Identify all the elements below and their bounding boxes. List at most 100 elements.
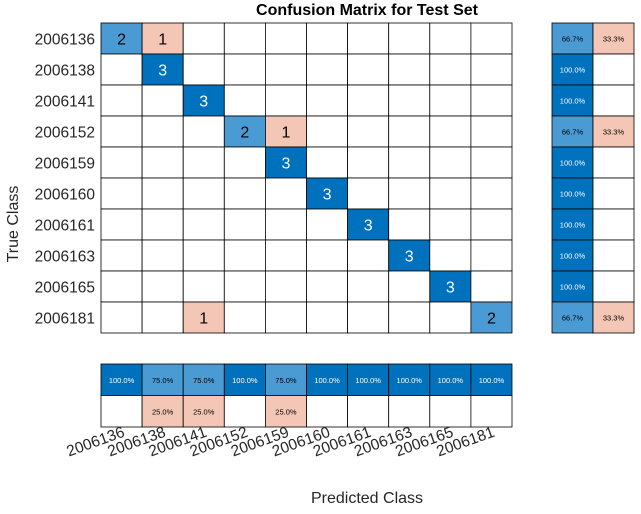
matrix-cell <box>429 53 472 86</box>
column-summary-correct-cell <box>470 363 513 396</box>
column-summary: 100.0% 75.0% 25.0% 75.0% 25.0% 100.0% 75.0% 25.… <box>100 363 513 428</box>
column-summary-incorrect-cell <box>100 395 143 428</box>
matrix-cell <box>470 146 513 179</box>
matrix-cell <box>429 22 472 55</box>
matrix-cell <box>429 84 472 117</box>
matrix-cell <box>141 115 184 148</box>
matrix-cell <box>182 146 225 179</box>
matrix-cell <box>223 239 266 272</box>
matrix-cell <box>470 177 513 210</box>
matrix-cell-value: 3 <box>364 218 373 235</box>
matrix-cell <box>264 239 307 272</box>
matrix-cell <box>470 270 513 303</box>
matrix-cell <box>470 301 513 334</box>
y-axis-label: True Class <box>5 186 22 263</box>
y-tick-label: 2006160 <box>35 187 96 204</box>
row-summary-correct-label: 100.0% <box>560 97 586 106</box>
row-summary-correct-cell <box>551 301 594 334</box>
matrix-cell <box>470 239 513 272</box>
row-summary-incorrect-cell <box>592 177 635 210</box>
matrix-cell <box>388 53 431 86</box>
row-summary-correct-label: 100.0% <box>560 66 586 75</box>
column-summary-correct-label: 75.0% <box>152 376 174 385</box>
matrix-cell-value: 3 <box>199 94 208 111</box>
matrix-cell <box>388 22 431 55</box>
y-tick-label: 2006161 <box>35 218 95 235</box>
matrix-cell <box>264 270 307 303</box>
row-summary-incorrect-cell <box>592 301 635 334</box>
x-tick-labels: 2006136200613820061412006152200615920061… <box>64 424 496 461</box>
row-summary-incorrect-cell <box>592 146 635 179</box>
matrix-cell-value: 3 <box>281 156 290 173</box>
matrix-cell <box>306 146 348 179</box>
row-summary-correct-label: 100.0% <box>560 221 586 230</box>
matrix-cell <box>347 177 390 210</box>
matrix-cell <box>182 208 225 241</box>
row-summary-correct-cell <box>551 208 594 241</box>
matrix-cell <box>470 53 513 86</box>
matrix-cell <box>264 22 307 55</box>
matrix-cell <box>347 115 390 148</box>
matrix-cell <box>388 208 431 241</box>
matrix-cell <box>223 53 266 86</box>
matrix-cell <box>470 115 513 148</box>
column-summary-correct-label: 75.0% <box>275 376 297 385</box>
matrix-cell <box>182 301 225 334</box>
matrix-cell <box>223 208 266 241</box>
column-summary-incorrect-cell <box>388 395 431 428</box>
column-summary-incorrect-cell <box>182 395 225 428</box>
column-summary-correct-label: 100.0% <box>397 376 423 385</box>
row-summary-incorrect-label: 33.3% <box>603 35 625 44</box>
row-summary-incorrect-cell <box>592 270 635 303</box>
row-summary-correct-label: 66.7% <box>562 35 584 44</box>
matrix-cell-value: 1 <box>281 125 290 142</box>
matrix-cell <box>306 239 348 272</box>
row-summary-incorrect-label: 33.3% <box>603 314 625 323</box>
matrix-cell <box>223 177 266 210</box>
matrix-cell <box>100 84 143 117</box>
matrix-cell-value: 3 <box>405 249 414 266</box>
column-summary-incorrect-label: 25.0% <box>193 407 215 416</box>
column-summary-incorrect-cell <box>264 395 307 428</box>
matrix-cell <box>347 22 390 55</box>
matrix-cell-value: 3 <box>158 63 167 80</box>
column-summary-incorrect-label: 25.0% <box>152 407 174 416</box>
column-summary-incorrect-cell <box>429 395 472 428</box>
row-summary-correct-label: 100.0% <box>560 159 586 168</box>
column-summary-incorrect-cell <box>306 395 348 428</box>
matrix-cell <box>141 239 184 272</box>
column-summary-correct-label: 100.0% <box>232 376 258 385</box>
column-summary-correct-cell <box>347 363 390 396</box>
matrix-cell <box>347 239 390 272</box>
y-tick-label: 2006138 <box>35 63 95 80</box>
row-summary-correct-label: 100.0% <box>560 283 586 292</box>
matrix-cell <box>182 22 225 55</box>
matrix-cell <box>141 22 184 55</box>
column-summary-incorrect-cell <box>141 395 184 428</box>
column-summary-correct-label: 100.0% <box>109 376 135 385</box>
y-tick-label: 2006163 <box>35 249 95 266</box>
y-tick-label: 2006159 <box>35 156 95 173</box>
row-summary-correct-cell <box>551 146 594 179</box>
matrix-cell-value: 1 <box>199 311 208 328</box>
column-summary-correct-label: 75.0% <box>193 376 215 385</box>
row-summary-correct-cell <box>551 53 594 86</box>
column-summary-correct-cell <box>100 363 143 396</box>
y-tick-label: 2006181 <box>35 311 95 328</box>
column-summary-correct-label: 100.0% <box>438 376 464 385</box>
matrix-cell <box>264 177 307 210</box>
row-summary-correct-label: 100.0% <box>560 252 586 261</box>
matrix-cell-value: 2 <box>240 125 249 142</box>
matrix-cell <box>141 146 184 179</box>
column-summary-incorrect-cell <box>223 395 266 428</box>
matrix-cells: 2 1 3 3 2 1 3 3 3 3 3 1 2 <box>100 22 513 334</box>
column-summary-incorrect-cell <box>470 395 513 428</box>
matrix-cell <box>141 270 184 303</box>
y-tick-label: 2006136 <box>35 32 95 49</box>
matrix-cell <box>429 239 472 272</box>
row-summary-correct-label: 100.0% <box>560 190 586 199</box>
matrix-cell <box>182 115 225 148</box>
column-summary-incorrect-label: 25.0% <box>275 407 297 416</box>
matrix-cell-value: 3 <box>323 187 332 204</box>
